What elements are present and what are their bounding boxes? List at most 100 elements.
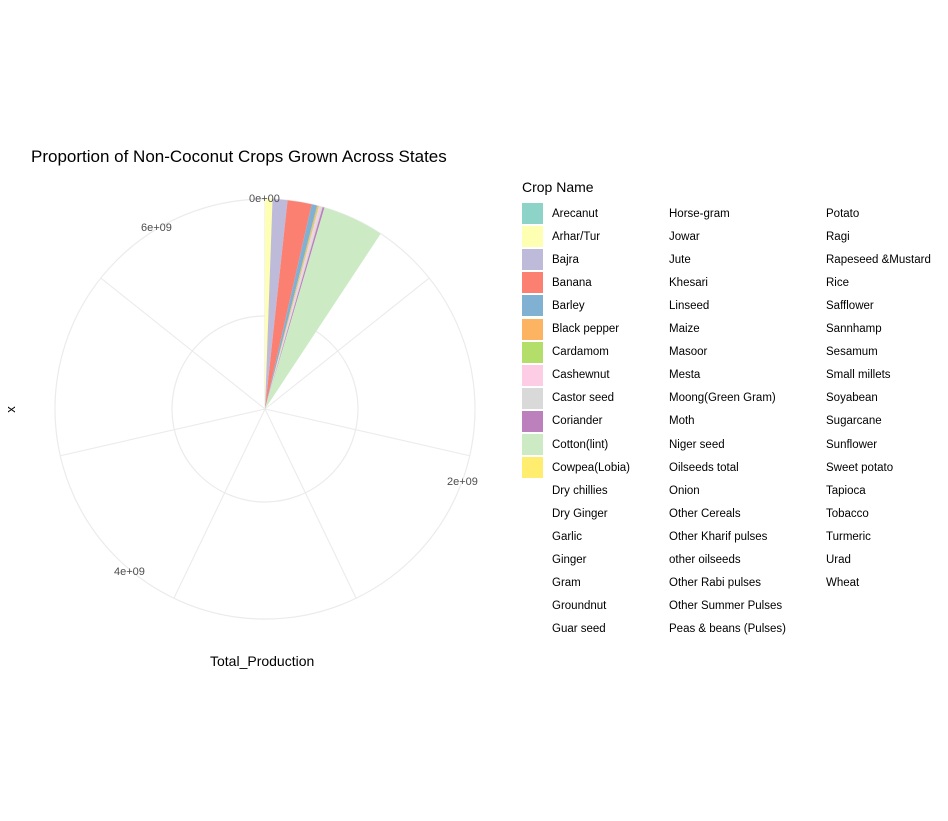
legend-item: Other Rabi pulses bbox=[639, 572, 761, 595]
legend-key bbox=[522, 318, 543, 340]
pie-slice-barley bbox=[265, 204, 318, 409]
legend-label: Other Kharif pulses bbox=[669, 530, 768, 543]
legend-item: Arhar/Tur bbox=[522, 225, 600, 248]
legend-key bbox=[639, 226, 660, 247]
legend-key bbox=[639, 319, 660, 340]
legend-item: Sugarcane bbox=[796, 410, 882, 433]
legend-label: Peas & beans (Pulses) bbox=[669, 623, 786, 636]
legend-key bbox=[522, 573, 543, 594]
legend-item: Jowar bbox=[639, 225, 700, 248]
legend-label: Other Summer Pulses bbox=[669, 600, 783, 613]
legend-item: Khesari bbox=[639, 271, 708, 294]
legend-item: Rapeseed &Mustard bbox=[796, 248, 931, 271]
legend-item: Banana bbox=[522, 271, 592, 294]
legend-item: Other Kharif pulses bbox=[639, 525, 767, 548]
legend-key bbox=[522, 387, 543, 409]
pie-slice-bajra bbox=[265, 199, 288, 409]
legend-label: Sunflower bbox=[826, 438, 878, 451]
legend-label: Gram bbox=[552, 577, 581, 590]
legend-key bbox=[796, 503, 817, 524]
legend-key bbox=[796, 203, 817, 224]
legend-item: Mesta bbox=[639, 364, 700, 387]
legend-key bbox=[639, 573, 660, 594]
legend-label: Sugarcane bbox=[826, 415, 882, 428]
legend-key bbox=[639, 342, 660, 363]
legend-item: Wheat bbox=[796, 572, 859, 595]
grid-radial-line bbox=[264, 408, 357, 599]
legend-label: Potato bbox=[826, 207, 860, 220]
pie-slice-cashewnut bbox=[265, 206, 321, 409]
legend-label: Banana bbox=[552, 276, 592, 289]
legend-key bbox=[639, 203, 660, 224]
legend-key bbox=[522, 619, 543, 640]
legend-item: Maize bbox=[639, 318, 700, 341]
legend-label: Bajra bbox=[552, 253, 579, 266]
legend-key bbox=[796, 480, 817, 501]
legend-item: Tapioca bbox=[796, 479, 866, 502]
legend-key bbox=[639, 596, 660, 617]
legend-item: Ragi bbox=[796, 225, 850, 248]
legend-key bbox=[522, 457, 543, 479]
legend-label: Cashewnut bbox=[552, 369, 610, 382]
legend-key bbox=[796, 411, 817, 432]
legend-label: Safflower bbox=[826, 299, 874, 312]
legend-label: Tapioca bbox=[826, 484, 866, 497]
legend-label: Soyabean bbox=[826, 392, 878, 405]
legend-item: Bajra bbox=[522, 248, 579, 271]
legend-item: Linseed bbox=[639, 294, 709, 317]
legend-label: Onion bbox=[669, 484, 700, 497]
legend-label: Arhar/Tur bbox=[552, 230, 601, 243]
legend-key bbox=[639, 388, 660, 409]
legend-item: Dry chillies bbox=[522, 479, 608, 502]
legend-key bbox=[522, 596, 543, 617]
legend-key bbox=[522, 526, 543, 547]
legend-label: Small millets bbox=[826, 369, 891, 382]
legend-item: Tobacco bbox=[796, 502, 869, 525]
legend-key bbox=[522, 550, 543, 571]
legend-item: Other Cereals bbox=[639, 502, 741, 525]
legend-label: Ragi bbox=[826, 230, 850, 243]
pie-slice-black-pepper bbox=[265, 205, 319, 409]
legend-label: Castor seed bbox=[552, 392, 615, 405]
legend-key bbox=[522, 226, 543, 248]
pie-slice-coriander bbox=[265, 207, 325, 409]
legend-label: Rapeseed &Mustard bbox=[826, 253, 931, 266]
legend-item: Small millets bbox=[796, 364, 891, 387]
legend-label: Dry chillies bbox=[552, 484, 608, 497]
legend-item: Moth bbox=[639, 410, 695, 433]
legend-item: Turmeric bbox=[796, 525, 871, 548]
legend-label: Other Cereals bbox=[669, 507, 741, 520]
legend-item: Castor seed bbox=[522, 387, 614, 410]
legend-label: Other Rabi pulses bbox=[669, 577, 762, 590]
grid-radial-line bbox=[60, 408, 266, 457]
legend-label: Cotton(lint) bbox=[552, 438, 609, 451]
legend-item: Cardamom bbox=[522, 341, 609, 364]
legend-label: Cardamom bbox=[552, 346, 609, 359]
legend-label: Mesta bbox=[669, 369, 701, 382]
legend-label: Ginger bbox=[552, 554, 587, 566]
legend-label: Turmeric bbox=[826, 530, 871, 543]
legend-item: Urad bbox=[796, 549, 851, 572]
legend-item: Groundnut bbox=[522, 595, 606, 618]
legend-key bbox=[796, 434, 817, 455]
legend-label: Jute bbox=[669, 253, 691, 266]
legend-item: Coriander bbox=[522, 410, 603, 433]
legend-label: Sweet potato bbox=[826, 461, 894, 474]
legend-key bbox=[796, 550, 817, 571]
legend-item: Potato bbox=[796, 202, 859, 225]
legend-key bbox=[522, 434, 543, 455]
angular-tick-label: 4e+09 bbox=[114, 566, 145, 578]
grid-radial-line bbox=[100, 277, 266, 410]
legend-key bbox=[796, 226, 817, 247]
legend-key bbox=[796, 388, 817, 409]
legend-label: Black pepper bbox=[552, 323, 620, 335]
legend-item: Sannhamp bbox=[796, 318, 882, 341]
legend-item: Black pepper bbox=[522, 318, 619, 341]
legend-key bbox=[796, 573, 817, 594]
legend-key bbox=[796, 457, 817, 478]
legend-label: Linseed bbox=[669, 299, 710, 312]
legend-item: Moong(Green Gram) bbox=[639, 387, 776, 410]
legend-label: Sannhamp bbox=[826, 323, 882, 335]
legend-key bbox=[639, 619, 660, 640]
pie-slice-cardamom bbox=[265, 205, 320, 409]
